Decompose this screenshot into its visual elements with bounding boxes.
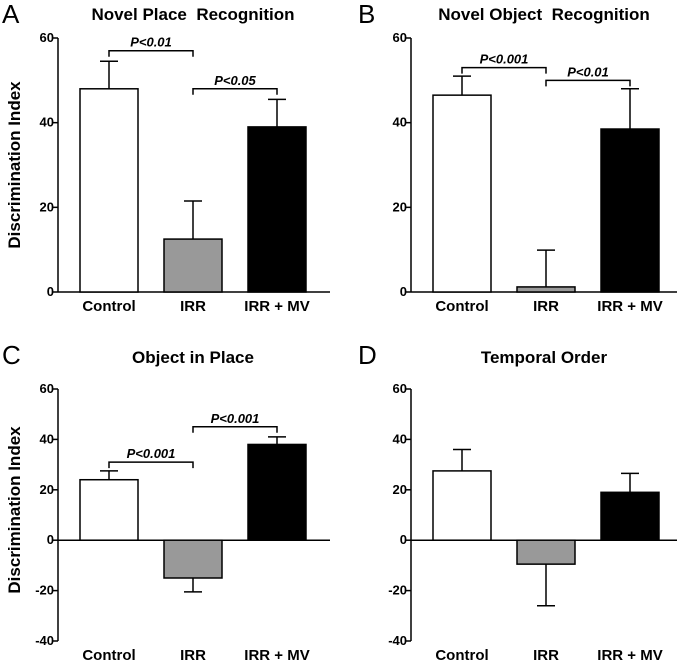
y-tick-label: -40 [35, 633, 54, 648]
panel-title: Temporal Order [481, 348, 608, 367]
y-tick-label: 40 [40, 115, 54, 130]
bar-control [432, 94, 492, 293]
category-label: IRR + MV [597, 298, 662, 315]
bar-control [79, 478, 139, 541]
significance-bracket [108, 461, 194, 469]
bar-control [79, 88, 139, 293]
y-tick-label: 20 [40, 482, 54, 497]
significance-label: P<0.001 [127, 446, 176, 461]
category-label: IRR [180, 647, 206, 664]
category-label: IRR + MV [244, 647, 309, 664]
y-tick-label: 20 [393, 199, 407, 214]
category-label: IRR [533, 647, 559, 664]
y-tick-label: 60 [40, 30, 54, 45]
significance-bracket [461, 66, 547, 74]
panel-letter: B [358, 0, 375, 29]
category-label: IRR [180, 298, 206, 315]
y-axis-label: Discrimination Index [5, 426, 24, 594]
bar-control [432, 470, 492, 541]
panel-letter: C [2, 340, 21, 370]
category-label: Control [435, 298, 488, 315]
bar-irr [516, 539, 576, 565]
significance-label: P<0.001 [211, 411, 260, 426]
significance-label: P<0.01 [567, 64, 609, 79]
panel-letter: D [358, 340, 377, 370]
category-label: IRR + MV [597, 647, 662, 664]
bar-irr-mv [247, 443, 307, 541]
panel-a: A Novel Place Recognition Discrimination… [2, 0, 330, 315]
significance-label: P<0.05 [214, 73, 256, 88]
significance-bracket [545, 79, 631, 87]
y-tick-label: 60 [393, 381, 407, 396]
panel-title: Novel Object Recognition [438, 5, 650, 24]
category-label: Control [82, 647, 135, 664]
y-tick-label: 0 [400, 284, 407, 299]
category-label: IRR + MV [244, 298, 309, 315]
y-tick-label: -20 [35, 583, 54, 598]
bar-irr [163, 238, 223, 293]
panel-b: B Novel Object Recognition 0 20 40 60 Contro… [358, 0, 677, 315]
significance-label: P<0.001 [480, 52, 529, 67]
y-tick-label: 60 [393, 30, 407, 45]
category-label: Control [82, 298, 135, 315]
y-tick-label: 40 [393, 115, 407, 130]
significance-bracket [192, 88, 278, 95]
bar-irr-mv [600, 128, 660, 293]
y-tick-label: 20 [393, 482, 407, 497]
y-tick-label: 0 [400, 532, 407, 547]
bar-irr [516, 286, 576, 293]
y-tick-label: 40 [40, 431, 54, 446]
category-label: IRR [533, 298, 559, 315]
significance-bracket [108, 49, 194, 57]
y-tick-label: 40 [393, 431, 407, 446]
y-tick-label: 0 [47, 532, 54, 547]
panel-title: Novel Place Recognition [91, 5, 294, 24]
bar-irr-mv [247, 126, 307, 293]
category-label: Control [435, 647, 488, 664]
y-tick-label: 20 [40, 199, 54, 214]
y-tick-label: -20 [388, 583, 407, 598]
panel-d: D Temporal Order -40 -20 0 20 40 60 Control IRR… [358, 340, 677, 664]
y-tick-label: 0 [47, 284, 54, 299]
bar-irr-mv [600, 491, 660, 541]
significance-label: P<0.01 [130, 35, 172, 50]
bar-irr [163, 539, 223, 579]
significance-bracket [192, 426, 278, 433]
panel-c: C Object in Place Discrimination Index -… [2, 340, 330, 664]
y-tick-label: 60 [40, 381, 54, 396]
panel-letter: A [2, 0, 20, 29]
panel-title: Object in Place [132, 348, 254, 367]
y-tick-label: -40 [388, 633, 407, 648]
y-axis-label: Discrimination Index [5, 81, 24, 249]
